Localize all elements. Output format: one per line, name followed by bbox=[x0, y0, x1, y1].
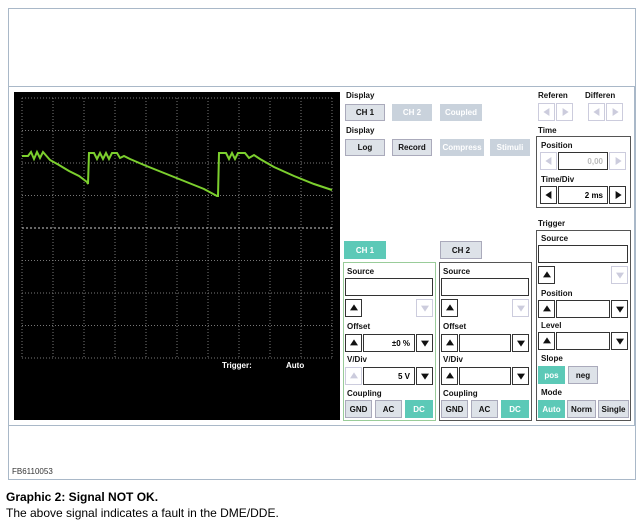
reference-title: Referen bbox=[538, 91, 568, 100]
button[interactable]: DC bbox=[405, 400, 433, 418]
arrow-down[interactable] bbox=[512, 299, 529, 317]
vdiv-label: V/Div bbox=[443, 355, 464, 364]
display-title: Display bbox=[346, 126, 375, 135]
trigger-label: Trigger: bbox=[222, 361, 252, 370]
time-title: Time bbox=[538, 126, 557, 135]
trigger-value: Auto bbox=[286, 361, 305, 370]
caption-text: The above signal indicates a fault in th… bbox=[6, 506, 279, 520]
arrow-down[interactable] bbox=[611, 332, 628, 350]
level-field[interactable] bbox=[556, 332, 610, 350]
trigger-box bbox=[536, 230, 631, 421]
panel bbox=[8, 86, 635, 426]
button[interactable]: CH 2 bbox=[392, 104, 432, 121]
arrow-right[interactable] bbox=[556, 103, 573, 121]
figure-id: FB6110053 bbox=[12, 467, 53, 476]
button[interactable]: GND bbox=[345, 400, 372, 418]
offset-field[interactable] bbox=[459, 334, 511, 352]
arrow-up[interactable] bbox=[538, 266, 555, 284]
button[interactable]: neg bbox=[568, 366, 598, 384]
level-label: Level bbox=[541, 321, 562, 330]
arrow-down[interactable] bbox=[416, 334, 433, 352]
arrow-left[interactable] bbox=[588, 103, 605, 121]
arrow-up[interactable] bbox=[538, 332, 555, 350]
arrow-left[interactable] bbox=[538, 103, 555, 121]
arrow-down[interactable] bbox=[611, 300, 628, 318]
button[interactable]: Record bbox=[392, 139, 432, 156]
arrow-up[interactable] bbox=[345, 299, 362, 317]
button[interactable]: Compress bbox=[440, 139, 484, 156]
arrow-up[interactable] bbox=[345, 334, 362, 352]
coupling-label: Coupling bbox=[347, 389, 382, 398]
arrow-down[interactable] bbox=[512, 334, 529, 352]
vdiv-label: V/Div bbox=[347, 355, 368, 364]
timediv-field[interactable]: 2 ms bbox=[558, 186, 608, 204]
channel-tab[interactable]: CH 1 bbox=[344, 241, 386, 259]
arrow-right[interactable] bbox=[606, 103, 623, 121]
position-label: Position bbox=[541, 289, 573, 298]
slope-label: Slope bbox=[541, 354, 563, 363]
caption-title: Graphic 2: Signal NOT OK. bbox=[6, 490, 159, 504]
arrow-up[interactable] bbox=[441, 334, 458, 352]
source-label: Source bbox=[347, 267, 375, 276]
button[interactable]: Coupled bbox=[440, 104, 482, 121]
scope-screen bbox=[14, 92, 340, 420]
button[interactable]: DC bbox=[501, 400, 529, 418]
position-label: Position bbox=[541, 141, 573, 150]
coupling-label: Coupling bbox=[443, 389, 478, 398]
source-field[interactable] bbox=[538, 245, 628, 263]
button[interactable]: pos bbox=[538, 366, 565, 384]
arrow-left[interactable] bbox=[540, 152, 557, 170]
vdiv-field[interactable] bbox=[459, 367, 511, 385]
arrow-down[interactable] bbox=[611, 266, 628, 284]
arrow-down[interactable] bbox=[512, 367, 529, 385]
button[interactable]: Norm bbox=[567, 400, 596, 418]
channel-tab[interactable]: CH 2 bbox=[440, 241, 482, 259]
channel-panel bbox=[439, 262, 532, 421]
offset-field[interactable]: ±0 % bbox=[363, 334, 415, 352]
arrow-up[interactable] bbox=[441, 299, 458, 317]
button[interactable]: Stimuli bbox=[490, 139, 530, 156]
time-box bbox=[536, 136, 631, 208]
offset-label: Offset bbox=[347, 322, 371, 331]
button[interactable]: AC bbox=[375, 400, 402, 418]
offset-label: Offset bbox=[443, 322, 467, 331]
arrow-right[interactable] bbox=[609, 152, 626, 170]
trigger-title: Trigger bbox=[538, 219, 566, 228]
display-title: Display bbox=[346, 91, 375, 100]
arrow-left[interactable] bbox=[540, 186, 557, 204]
channel-panel bbox=[343, 262, 436, 421]
source-label: Source bbox=[541, 234, 569, 243]
button[interactable]: Single bbox=[598, 400, 629, 418]
button[interactable]: Log bbox=[345, 139, 385, 156]
button[interactable]: AC bbox=[471, 400, 498, 418]
arrow-down[interactable] bbox=[416, 299, 433, 317]
button[interactable]: GND bbox=[441, 400, 468, 418]
mode-label: Mode bbox=[541, 388, 562, 397]
arrow-down[interactable] bbox=[416, 367, 433, 385]
timediv-label: Time/Div bbox=[541, 175, 575, 184]
arrow-up[interactable] bbox=[345, 367, 362, 385]
arrow-up[interactable] bbox=[441, 367, 458, 385]
arrow-right[interactable] bbox=[609, 186, 626, 204]
position-field[interactable] bbox=[556, 300, 610, 318]
vdiv-field[interactable]: 5 V bbox=[363, 367, 415, 385]
source-field[interactable] bbox=[441, 278, 529, 296]
source-label: Source bbox=[443, 267, 471, 276]
difference-title: Differen bbox=[585, 91, 616, 100]
position-field[interactable]: 0,00 bbox=[558, 152, 608, 170]
button[interactable]: CH 1 bbox=[345, 104, 385, 121]
source-field[interactable] bbox=[345, 278, 433, 296]
button[interactable]: Auto bbox=[538, 400, 565, 418]
arrow-up[interactable] bbox=[538, 300, 555, 318]
